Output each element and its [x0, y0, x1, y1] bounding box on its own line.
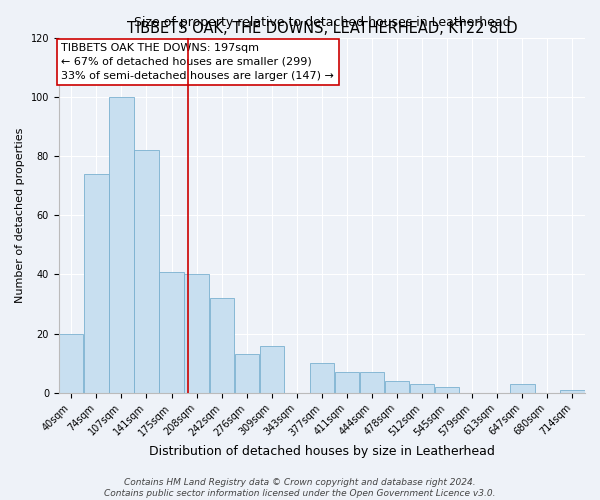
Bar [510, 384, 535, 393]
Bar [109, 97, 134, 393]
Bar [134, 150, 158, 393]
Bar [184, 274, 209, 393]
Bar [235, 354, 259, 393]
Text: Contains HM Land Registry data © Crown copyright and database right 2024.
Contai: Contains HM Land Registry data © Crown c… [104, 478, 496, 498]
Bar [335, 372, 359, 393]
Bar [310, 364, 334, 393]
Bar [410, 384, 434, 393]
Bar [360, 372, 384, 393]
Text: TIBBETS OAK THE DOWNS: 197sqm
← 67% of detached houses are smaller (299)
33% of : TIBBETS OAK THE DOWNS: 197sqm ← 67% of d… [61, 43, 334, 81]
Bar [160, 272, 184, 393]
Bar [84, 174, 109, 393]
Bar [260, 346, 284, 393]
Bar [209, 298, 234, 393]
Y-axis label: Number of detached properties: Number of detached properties [15, 128, 25, 303]
Bar [435, 387, 460, 393]
Bar [385, 381, 409, 393]
X-axis label: Distribution of detached houses by size in Leatherhead: Distribution of detached houses by size … [149, 444, 495, 458]
Bar [560, 390, 584, 393]
Text: Size of property relative to detached houses in Leatherhead: Size of property relative to detached ho… [134, 16, 510, 28]
Title: TIBBETS OAK, THE DOWNS, LEATHERHEAD, KT22 8LD: TIBBETS OAK, THE DOWNS, LEATHERHEAD, KT2… [127, 22, 517, 36]
Bar [59, 334, 83, 393]
